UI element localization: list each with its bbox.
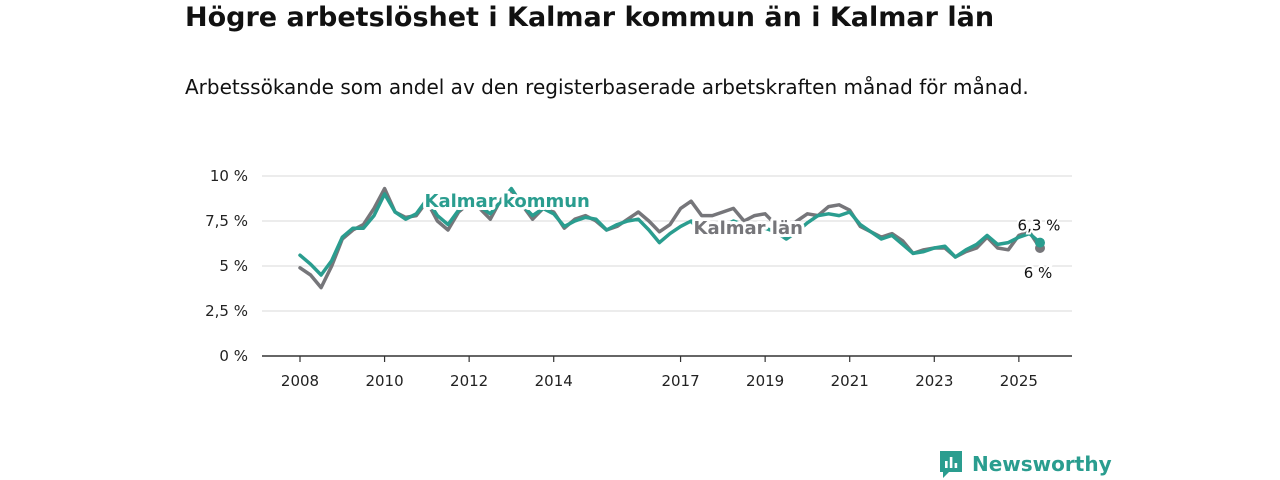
end-value-label: 6 %	[1024, 264, 1053, 282]
series-label: Kalmar län	[694, 218, 803, 239]
y-tick-label: 7,5 %	[205, 212, 248, 230]
x-tick-label: 2008	[281, 372, 319, 390]
y-tick-label: 2,5 %	[205, 302, 248, 320]
page-title: Högre arbetslöshet i Kalmar kommun än i …	[185, 2, 995, 33]
y-tick-label: 5 %	[219, 257, 248, 275]
grid-layer	[262, 175, 1072, 312]
label-layer: Kalmar kommun Kalmar län 6,3 % 6 %	[422, 188, 1063, 284]
series-end-point	[1035, 237, 1045, 248]
x-tick-label: 2019	[746, 372, 784, 390]
x-tick-label: 2023	[915, 372, 953, 390]
newsworthy-logo-icon	[940, 451, 962, 478]
x-tick-label: 2012	[450, 372, 488, 390]
x-tick-label: 2017	[661, 372, 699, 390]
end-value-label: 6,3 %	[1018, 217, 1061, 235]
series-line	[298, 186, 1042, 290]
x-tick-label: 2010	[365, 372, 403, 390]
brand-name: Newsworthy	[972, 452, 1112, 476]
y-tick-label: 10 %	[210, 167, 248, 185]
x-tick-label: 2021	[831, 372, 869, 390]
axis-layer: 0 % 2,5 % 5 % 7,5 % 10 % 2008 2010 2012 2014 2017…	[205, 167, 1072, 390]
page-subtitle: Arbetssökande som andel av den registerb…	[185, 75, 1029, 99]
series-layer	[298, 186, 1045, 290]
brand-logo: Newsworthy	[938, 448, 1112, 480]
x-tick-label: 2025	[1000, 372, 1038, 390]
series-label: Kalmar kommun	[425, 191, 590, 212]
series-line	[298, 186, 1042, 277]
y-tick-label: 0 %	[219, 347, 248, 365]
x-tick-label: 2014	[535, 372, 573, 390]
